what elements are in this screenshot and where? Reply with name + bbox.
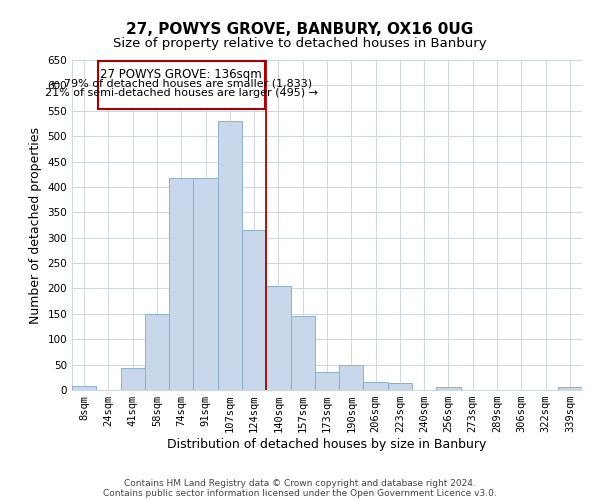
- FancyBboxPatch shape: [97, 61, 265, 109]
- Text: Contains public sector information licensed under the Open Government Licence v3: Contains public sector information licen…: [103, 488, 497, 498]
- Bar: [266, 286, 290, 390]
- Bar: [169, 178, 193, 390]
- Bar: [218, 121, 242, 390]
- Bar: [388, 383, 412, 390]
- Bar: [121, 368, 145, 390]
- Bar: [242, 230, 266, 390]
- Bar: [145, 314, 169, 390]
- Text: 27, POWYS GROVE, BANBURY, OX16 0UG: 27, POWYS GROVE, BANBURY, OX16 0UG: [127, 22, 473, 38]
- Bar: [315, 372, 339, 390]
- Text: Contains HM Land Registry data © Crown copyright and database right 2024.: Contains HM Land Registry data © Crown c…: [124, 478, 476, 488]
- Text: ← 79% of detached houses are smaller (1,833): ← 79% of detached houses are smaller (1,…: [51, 78, 312, 88]
- X-axis label: Distribution of detached houses by size in Banbury: Distribution of detached houses by size …: [167, 438, 487, 451]
- Text: 21% of semi-detached houses are larger (495) →: 21% of semi-detached houses are larger (…: [45, 88, 318, 99]
- Text: 27 POWYS GROVE: 136sqm: 27 POWYS GROVE: 136sqm: [100, 68, 262, 81]
- Bar: [193, 178, 218, 390]
- Bar: [290, 316, 315, 390]
- Bar: [436, 388, 461, 390]
- Bar: [364, 382, 388, 390]
- Text: Size of property relative to detached houses in Banbury: Size of property relative to detached ho…: [113, 38, 487, 51]
- Bar: [72, 386, 96, 390]
- Bar: [339, 365, 364, 390]
- Y-axis label: Number of detached properties: Number of detached properties: [29, 126, 42, 324]
- Bar: [558, 388, 582, 390]
